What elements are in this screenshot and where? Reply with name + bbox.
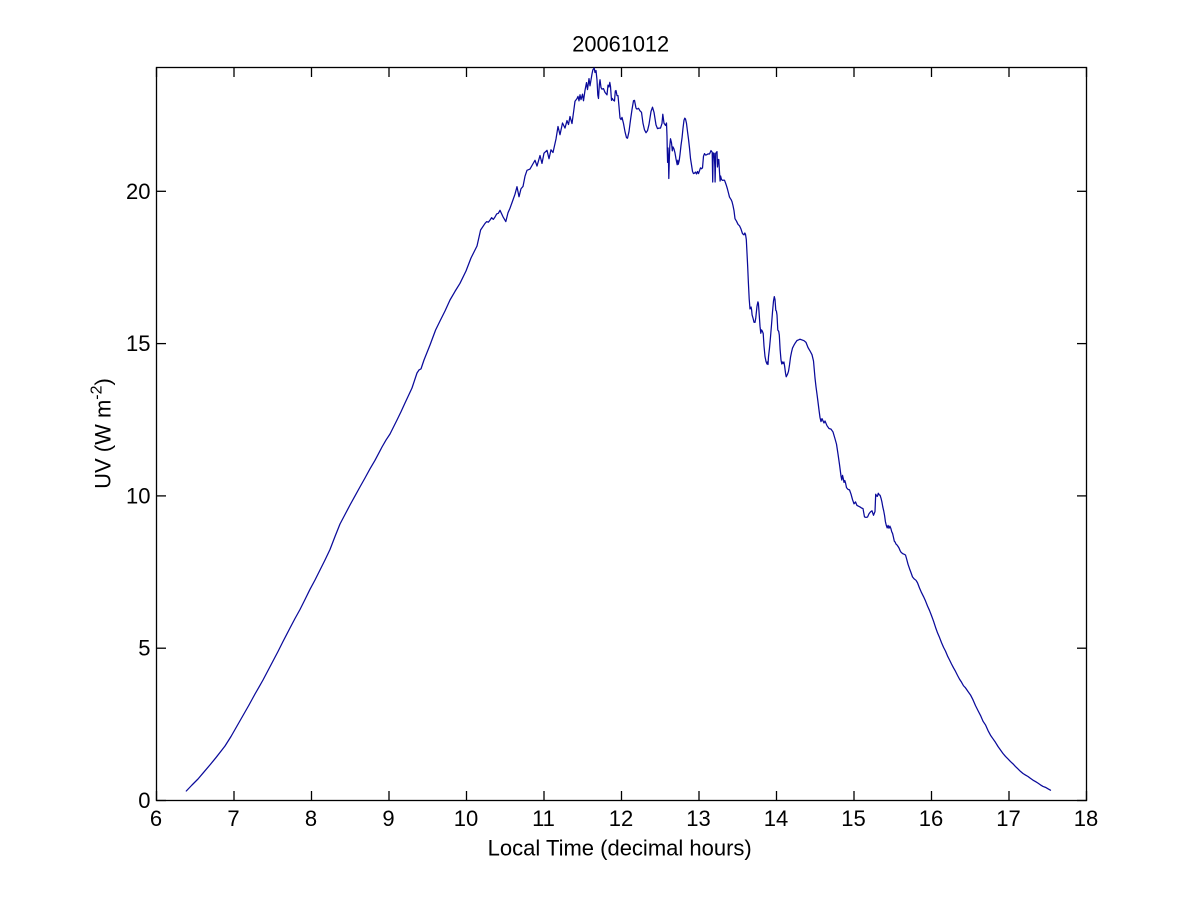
svg-text:17: 17	[996, 806, 1020, 831]
svg-text:12: 12	[609, 806, 633, 831]
svg-text:Local Time (decimal hours): Local Time (decimal hours)	[488, 835, 752, 860]
svg-text:10: 10	[454, 806, 478, 831]
svg-text:18: 18	[1074, 806, 1098, 831]
svg-text:7: 7	[227, 806, 239, 831]
svg-text:5: 5	[138, 636, 150, 661]
svg-text:10: 10	[126, 483, 150, 508]
svg-text:0: 0	[138, 788, 150, 813]
svg-text:13: 13	[686, 806, 710, 831]
svg-text:20061012: 20061012	[572, 31, 669, 56]
svg-text:11: 11	[532, 806, 555, 831]
svg-text:15: 15	[126, 331, 150, 356]
svg-text:20: 20	[126, 179, 150, 204]
svg-text:9: 9	[382, 806, 394, 831]
svg-text:8: 8	[305, 806, 317, 831]
svg-text:15: 15	[841, 806, 865, 831]
svg-text:14: 14	[764, 806, 788, 831]
svg-text:6: 6	[150, 806, 162, 831]
svg-text:16: 16	[919, 806, 943, 831]
